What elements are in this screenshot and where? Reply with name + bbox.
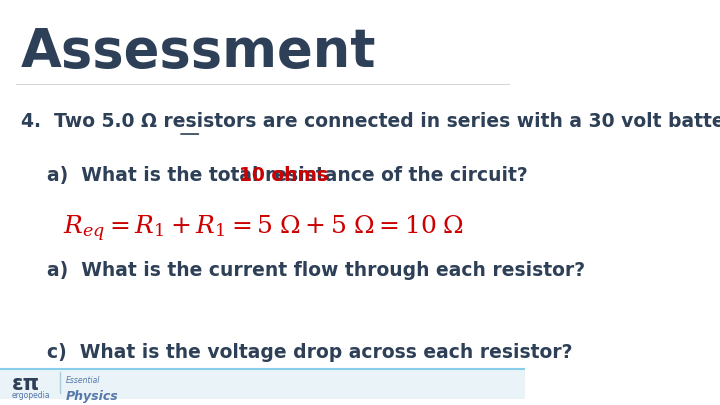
- Text: 4.  Two 5.0 Ω resistors are connected in series with a 30 volt battery.: 4. Two 5.0 Ω resistors are connected in …: [21, 112, 720, 131]
- Text: επ: επ: [12, 374, 40, 394]
- Text: $R_{eq} = R_1 + R_1 = 5\;\Omega + 5\;\Omega = 10\;\Omega$: $R_{eq} = R_1 + R_1 = 5\;\Omega + 5\;\Om…: [63, 213, 464, 244]
- Text: Physics: Physics: [66, 390, 118, 403]
- Text: Essential: Essential: [66, 376, 100, 385]
- Text: a)  What is the total resistance of the circuit?: a) What is the total resistance of the c…: [48, 166, 541, 185]
- Text: Assessment: Assessment: [21, 26, 377, 78]
- Bar: [0, 369, 525, 399]
- Text: a)  What is the current flow through each resistor?: a) What is the current flow through each…: [48, 261, 585, 280]
- Text: c)  What is the voltage drop across each resistor?: c) What is the voltage drop across each …: [48, 343, 573, 362]
- Text: 10 ohms: 10 ohms: [239, 166, 328, 185]
- Text: ergopedia: ergopedia: [12, 391, 50, 400]
